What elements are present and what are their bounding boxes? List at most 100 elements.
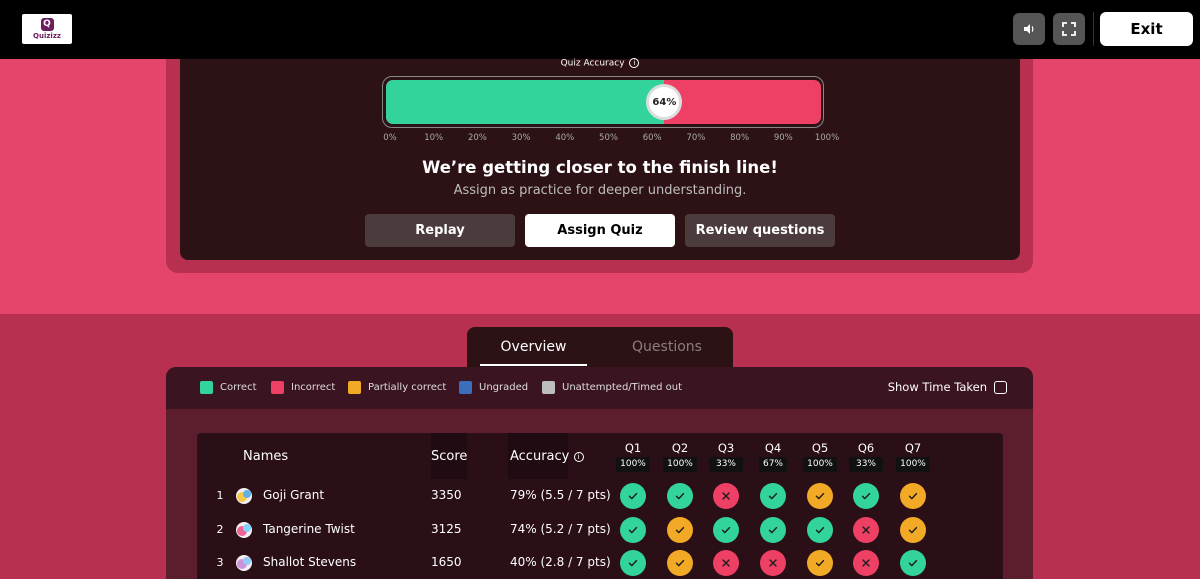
check-icon <box>721 526 731 534</box>
incorrect-answer-mark[interactable] <box>760 550 786 576</box>
question-header-q7[interactable]: Q7 <box>904 441 922 455</box>
topbar-divider <box>1093 12 1094 46</box>
avatar <box>236 555 252 571</box>
accuracy-tick-label: 50% <box>599 133 618 143</box>
quiz-accuracy-text: Quiz Accuracy <box>560 58 625 69</box>
student-accuracy: 40% (2.8 / 7 pts) <box>510 555 611 569</box>
legend-swatch <box>459 381 472 394</box>
assign-quiz-button[interactable]: Assign Quiz <box>525 214 675 247</box>
student-score: 1650 <box>431 555 462 569</box>
correct-answer-mark[interactable] <box>807 517 833 543</box>
question-accuracy-badge: 100% <box>616 457 650 472</box>
check-icon <box>675 559 685 567</box>
score-column-header-bg <box>431 433 467 479</box>
legend-label: Partially correct <box>368 382 447 393</box>
accuracy-badge: 64% <box>646 84 683 120</box>
correct-answer-mark[interactable] <box>760 483 786 509</box>
names-header[interactable]: Names <box>243 449 289 464</box>
check-icon <box>628 526 638 534</box>
accuracy-tick-label: 60% <box>642 133 662 143</box>
incorrect-answer-mark[interactable] <box>713 483 739 509</box>
row-rank: 2 <box>216 523 224 536</box>
correct-answer-mark[interactable] <box>760 517 786 543</box>
accuracy-bar-frame <box>382 76 824 128</box>
avatar <box>236 488 252 504</box>
question-accuracy-badge: 33% <box>709 457 743 472</box>
correct-answer-mark[interactable] <box>620 483 646 509</box>
check-icon <box>861 492 871 500</box>
student-accuracy: 79% (5.5 / 7 pts) <box>510 488 611 502</box>
row-rank: 1 <box>216 489 224 502</box>
question-header-q3[interactable]: Q3 <box>717 441 735 455</box>
accuracy-tick-label: 90% <box>773 133 793 143</box>
student-name[interactable]: Tangerine Twist <box>263 522 355 536</box>
student-name[interactable]: Shallot Stevens <box>263 555 357 569</box>
row-rank: 3 <box>216 556 224 569</box>
legend-swatch <box>200 381 213 394</box>
partially-correct-answer-mark[interactable] <box>900 517 926 543</box>
correct-answer-mark[interactable] <box>853 483 879 509</box>
check-icon <box>628 492 638 500</box>
question-accuracy-badge: 33% <box>849 457 883 472</box>
accuracy-tick-label: 30% <box>511 133 531 143</box>
show-time-label: Show Time Taken <box>887 380 987 394</box>
tab-questions[interactable]: Questions <box>632 339 702 355</box>
correct-answer-mark[interactable] <box>620 517 646 543</box>
correct-answer-mark[interactable] <box>900 550 926 576</box>
info-icon[interactable]: i <box>573 451 584 462</box>
active-tab-indicator <box>480 364 587 366</box>
show-time-checkbox[interactable] <box>994 380 1007 394</box>
replay-button[interactable]: Replay <box>365 214 515 247</box>
legend-incorrect: Incorrect <box>271 381 335 394</box>
partially-correct-answer-mark[interactable] <box>807 483 833 509</box>
accuracy-tick-label: 70% <box>686 133 706 143</box>
question-header-q1[interactable]: Q1 <box>624 441 642 455</box>
score-header[interactable]: Score <box>431 449 468 464</box>
correct-answer-mark[interactable] <box>620 550 646 576</box>
legend-unattempted: Unattempted/Timed out <box>542 381 682 394</box>
check-icon <box>768 492 778 500</box>
accuracy-bar-fill <box>386 80 665 124</box>
check-icon <box>815 526 825 534</box>
volume-button[interactable] <box>1013 13 1045 45</box>
student-accuracy: 74% (5.2 / 7 pts) <box>510 522 611 536</box>
accuracy-tick-label: 20% <box>467 133 487 143</box>
question-header-q5[interactable]: Q5 <box>811 441 829 455</box>
volume-icon <box>1024 24 1034 34</box>
question-header-q4[interactable]: Q4 <box>764 441 782 455</box>
partially-correct-answer-mark[interactable] <box>807 550 833 576</box>
exit-button[interactable]: Exit <box>1100 12 1193 46</box>
accuracy-tick-label: 40% <box>555 133 575 143</box>
incorrect-answer-mark[interactable] <box>713 550 739 576</box>
legend-label: Incorrect <box>291 382 336 393</box>
question-header-q6[interactable]: Q6 <box>857 441 875 455</box>
incorrect-answer-mark[interactable] <box>853 550 879 576</box>
student-name[interactable]: Goji Grant <box>263 488 325 502</box>
legend-label: Unattempted/Timed out <box>562 382 683 393</box>
info-icon[interactable]: i <box>629 58 640 68</box>
check-icon <box>768 526 778 534</box>
correct-answer-mark[interactable] <box>667 483 693 509</box>
cross-icon <box>722 559 730 567</box>
question-header-q2[interactable]: Q2 <box>671 441 689 455</box>
partially-correct-answer-mark[interactable] <box>900 483 926 509</box>
legend-ungraded: Ungraded <box>459 381 528 394</box>
accuracy-header-label: Accuracy <box>510 449 570 464</box>
correct-answer-mark[interactable] <box>713 517 739 543</box>
show-time-taken-toggle[interactable]: Show Time Taken <box>888 380 1007 394</box>
check-icon <box>675 526 685 534</box>
accuracy-tick-label: 100% <box>814 133 840 143</box>
check-icon <box>908 492 918 500</box>
quizizz-logo: Q Quizizz <box>22 14 72 44</box>
accuracy-header[interactable]: Accuracy i <box>510 449 584 464</box>
tab-overview[interactable]: Overview <box>500 339 567 355</box>
partially-correct-answer-mark[interactable] <box>667 517 693 543</box>
review-questions-button[interactable]: Review questions <box>685 214 835 247</box>
check-icon <box>675 492 685 500</box>
result-subline: Assign as practice for deeper understand… <box>453 183 747 198</box>
incorrect-answer-mark[interactable] <box>853 517 879 543</box>
check-icon <box>908 526 918 534</box>
partially-correct-answer-mark[interactable] <box>667 550 693 576</box>
legend-swatch <box>348 381 361 394</box>
fullscreen-button[interactable] <box>1053 13 1085 45</box>
